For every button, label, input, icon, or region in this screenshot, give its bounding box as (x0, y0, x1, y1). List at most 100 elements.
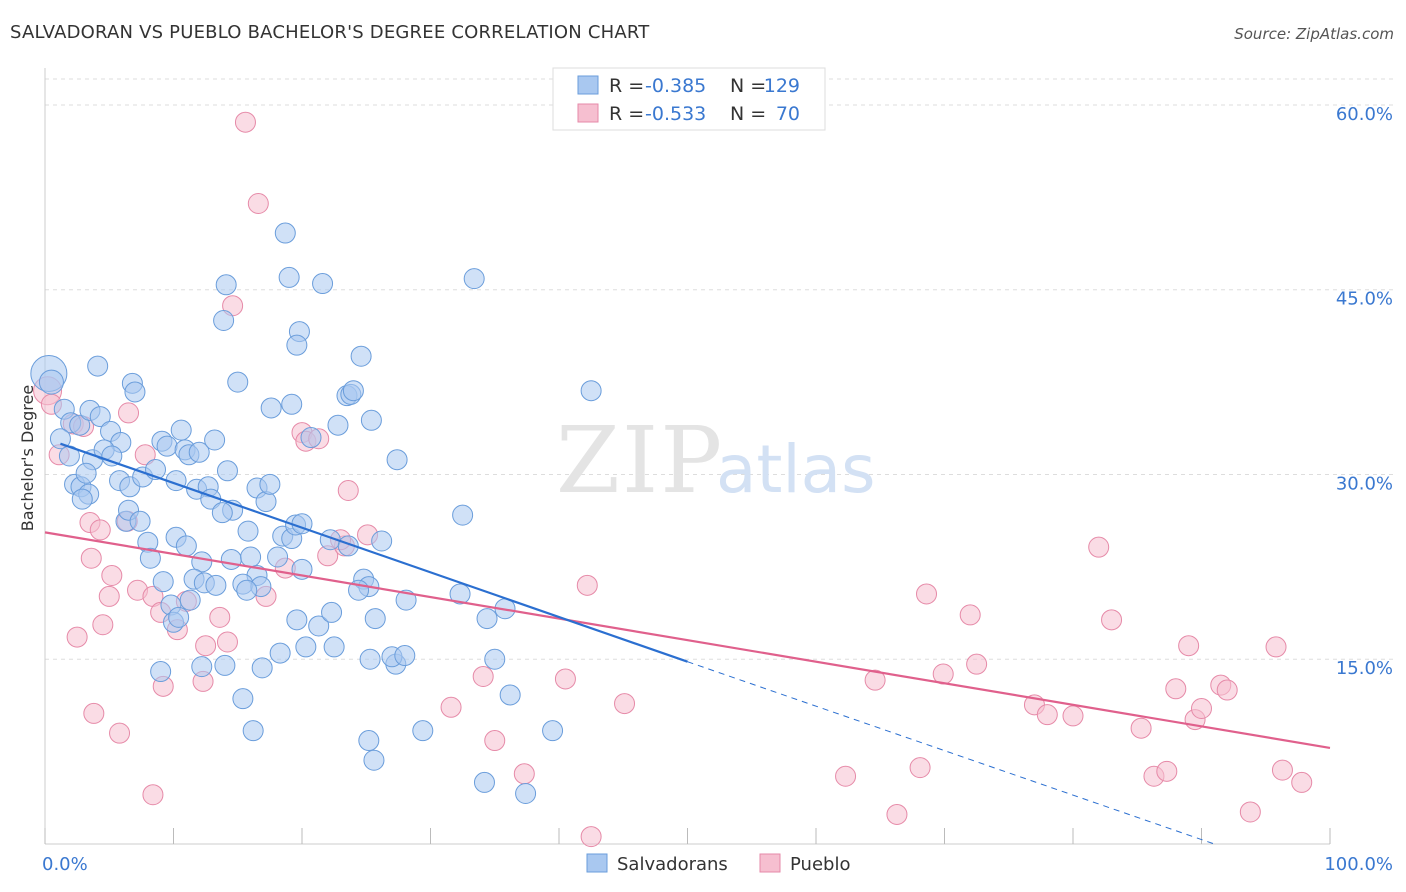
pueblo-point (195, 635, 217, 657)
salvadorans-point (205, 574, 227, 596)
salvadorans-point (236, 579, 258, 601)
salvadorans-point (89, 406, 111, 428)
x-tick-label: 100.0% (1324, 854, 1393, 875)
salvadorans-point (274, 222, 296, 244)
pueblo-point (484, 730, 506, 752)
pueblo-r-label: R = (609, 103, 644, 125)
pueblo-point (909, 757, 931, 779)
pueblo-point (959, 604, 981, 626)
salvadorans-point (75, 462, 97, 484)
salvadorans-point (69, 414, 91, 436)
chart-source: Source: ZipAtlas.com (1234, 25, 1394, 43)
salvadorans-points (30, 222, 602, 804)
salvadorans-point (323, 636, 345, 658)
pueblo-point (247, 192, 269, 214)
salvadorans-point (124, 381, 146, 403)
salvadorans-point (312, 273, 334, 295)
chart-title: SALVADORAN VS PUEBLO BACHELOR'S DEGREE C… (10, 22, 650, 43)
salvadorans-point (363, 749, 385, 771)
salvadorans-point (214, 654, 236, 676)
salvadorans-point (321, 601, 343, 623)
salvadorans-point (251, 657, 273, 679)
salvadorans-point (484, 648, 506, 670)
salvadorans-point (232, 688, 254, 710)
pueblo-point (1216, 679, 1238, 701)
pueblo-point (1191, 698, 1212, 720)
salvadorans-point (211, 502, 233, 524)
trend-lines (44, 442, 1331, 845)
salvadorans-point (473, 771, 495, 793)
pueblo-point (576, 574, 598, 596)
salvadorans-point (300, 427, 322, 449)
salvadorans-point (278, 266, 300, 288)
salvadorans-point (286, 334, 308, 356)
salvadorans-point (213, 310, 235, 332)
salvadorans-point (395, 589, 417, 611)
pueblo-point (216, 631, 238, 653)
salvadorans-point (220, 548, 242, 570)
salvadorans-point (358, 730, 380, 752)
pueblo-point (614, 693, 636, 715)
salvadorans-point (215, 274, 237, 296)
pueblo-point (1036, 704, 1058, 726)
salvadorans-point (204, 429, 226, 451)
pueblo-point (1239, 801, 1261, 823)
salvadorans-point (216, 460, 238, 482)
salvadorans-point (175, 535, 197, 557)
salvadorans-point (286, 609, 308, 631)
bottom-legend: Salvadorans Pueblo (586, 853, 850, 875)
pueblo-point (98, 585, 120, 607)
salvadorans-point (452, 504, 474, 526)
salvadorans-point (308, 615, 330, 637)
salvadorans-n-label: N = (730, 75, 766, 97)
pueblo-point (835, 765, 857, 787)
stats-legend: R = -0.385 N = 129 R = -0.533 N = 70 (552, 67, 826, 131)
pueblo-point (886, 803, 908, 825)
salvadorans-point (281, 393, 303, 415)
legend-pueblo-swatch (759, 853, 781, 873)
salvadorans-point (49, 428, 71, 450)
salvadorans-n-value: 129 (764, 75, 800, 97)
pueblo-point (234, 111, 256, 133)
pueblo-point (1130, 717, 1152, 739)
salvadorans-point (394, 645, 416, 667)
salvadorans-point (342, 380, 364, 402)
salvadorans-point (542, 720, 564, 742)
pueblo-point (916, 583, 938, 605)
pueblo-trend-line (44, 531, 1331, 750)
salvadorans-r-label: R = (609, 75, 644, 97)
pueblo-point (142, 784, 164, 806)
salvadorans-point (101, 445, 123, 467)
pueblo-point (1156, 760, 1178, 782)
pueblo-point (1265, 636, 1287, 658)
pueblo-swatch (577, 103, 599, 123)
salvadorans-point (168, 606, 190, 628)
pueblo-point (89, 519, 111, 541)
watermark-atlas: atlas (716, 431, 876, 508)
salvadorans-point (327, 414, 349, 436)
y-axis-label: Bachelor's Degree (18, 385, 37, 531)
salvadorans-point (237, 520, 259, 542)
salvadorans-point (152, 571, 174, 593)
pueblo-point (337, 479, 359, 501)
salvadorans-point (295, 636, 317, 658)
salvadorans-swatch (577, 75, 599, 95)
pueblo-point (1165, 678, 1187, 700)
salvadorans-point (129, 510, 151, 532)
pueblo-point (513, 763, 535, 785)
salvadorans-point (71, 488, 93, 510)
salvadorans-point (515, 782, 537, 804)
salvadorans-point (38, 369, 64, 395)
pueblo-point (80, 547, 102, 569)
legend-salvadorans-label: Salvadorans (617, 854, 728, 875)
salvadorans-point (188, 441, 210, 463)
salvadorans-point (360, 409, 382, 431)
pueblo-point (1271, 759, 1293, 781)
salvadorans-point (269, 642, 291, 664)
pueblo-point (472, 665, 494, 687)
watermark: ZIP atlas (556, 407, 876, 514)
pueblo-point (580, 826, 602, 848)
salvadorans-point (191, 656, 213, 678)
pueblo-point (134, 444, 156, 466)
